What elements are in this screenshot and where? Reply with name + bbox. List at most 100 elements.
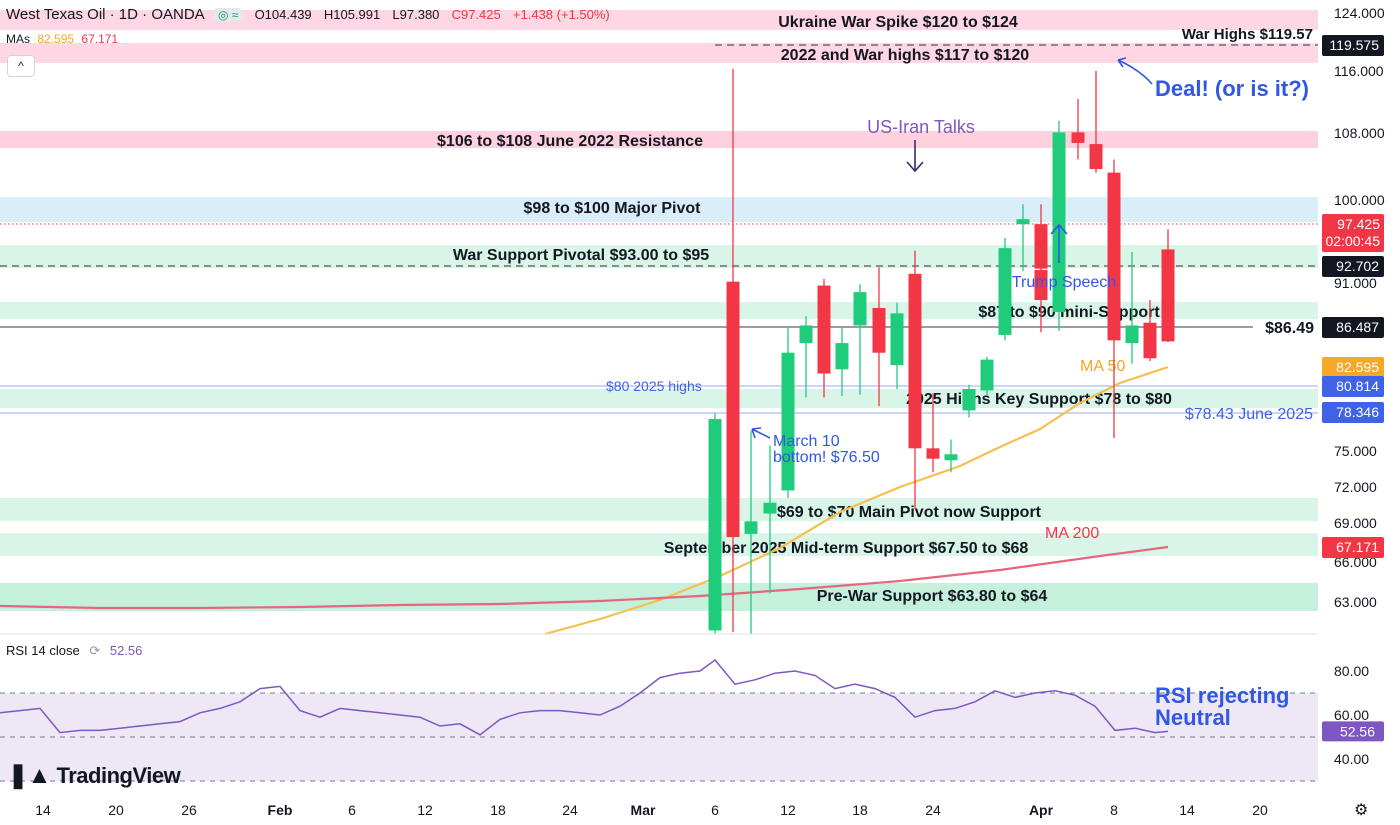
candle-body: [1052, 132, 1066, 313]
candle: [744, 430, 758, 634]
candle: [708, 413, 722, 634]
date-tick: 6: [711, 802, 719, 818]
tradingview-logo[interactable]: ❚▲ TradingView: [8, 761, 181, 790]
price-badge-text: 86.487: [1336, 319, 1379, 335]
price-badge: [1322, 35, 1384, 56]
zone-label: Ukraine War Spike $120 to $124: [778, 14, 1018, 31]
price-badge: [1322, 402, 1384, 423]
candle: [1143, 300, 1157, 361]
ma-legend[interactable]: MAs 82.595 67.171: [6, 32, 118, 46]
date-tick: Mar: [631, 802, 656, 818]
date-tick: 24: [925, 802, 941, 818]
ma200-line: [0, 545, 1169, 610]
date-tick: 14: [1179, 802, 1195, 818]
date-tick: 26: [181, 802, 197, 818]
price-badge: [1322, 214, 1384, 252]
candle-body: [726, 281, 740, 538]
ma50-value: 82.595: [37, 32, 75, 46]
symbol-title[interactable]: West Texas Oil · 1D · OANDA: [6, 6, 204, 23]
arrow-icon: [1117, 57, 1153, 85]
ohlc-close: C97.425: [451, 7, 501, 22]
annotation-rsi-rejecting: RSI rejecting: [1155, 683, 1289, 708]
price-badge: [1322, 317, 1384, 338]
candle: [763, 445, 777, 594]
symbol-header: West Texas Oil · 1D · OANDA ◎ ≈ O104.439…: [6, 6, 610, 23]
annotation-deal: Deal! (or is it?): [1155, 76, 1309, 101]
price-badge-text: 92.702: [1336, 258, 1379, 274]
candle: [944, 439, 958, 473]
candle: [908, 250, 922, 509]
level-label-78: $78.43 June 2025: [1185, 406, 1313, 423]
candle-body: [890, 313, 904, 366]
level-label-80: $80 2025 highs: [606, 378, 702, 394]
chevron-up-icon[interactable]: ^: [7, 55, 35, 77]
date-tick: 24: [562, 802, 578, 818]
candle-body: [853, 292, 867, 326]
visibility-chip[interactable]: ◎ ≈: [214, 8, 243, 22]
price-tick: 63.000: [1334, 594, 1377, 610]
ohlc-open: O104.439: [254, 7, 312, 22]
level-label-86: $86.49: [1265, 320, 1314, 337]
candle: [926, 393, 940, 473]
support-resistance-zone: [0, 498, 1318, 521]
price-tick: 124.000: [1334, 5, 1385, 21]
price-badge-text: 97.425: [1337, 216, 1380, 232]
ma200-value: 67.171: [81, 32, 119, 46]
date-tick: Feb: [268, 802, 293, 818]
zone-label: Pre-War Support $63.80 to $64: [817, 588, 1048, 605]
candle-body: [1143, 322, 1157, 359]
annotation-us-iran: US-Iran Talks: [867, 117, 975, 137]
candle-body: [1089, 144, 1103, 170]
price-tick: 116.000: [1334, 63, 1384, 79]
candle: [872, 267, 886, 407]
rsi-tick: 40.00: [1334, 751, 1369, 767]
zone-label: $106 to $108 June 2022 Resistance: [437, 133, 703, 150]
candle-body: [926, 448, 940, 459]
rsi-tick: 60.00: [1334, 707, 1369, 723]
tradingview-mark-icon: ❚▲: [8, 762, 51, 789]
support-resistance-zone: [0, 533, 1318, 556]
candle-body: [817, 285, 831, 374]
candle: [1107, 159, 1121, 439]
date-tick: Apr: [1029, 802, 1054, 818]
candle-body: [944, 454, 958, 461]
candle-body: [962, 389, 976, 411]
candle-body: [1034, 224, 1048, 269]
candle-body: [708, 419, 722, 631]
price-tick: 91.000: [1334, 275, 1377, 291]
price-badge: [1322, 357, 1384, 378]
arrow-icon: [751, 427, 771, 439]
date-tick: 20: [1252, 802, 1268, 818]
date-tick: 20: [108, 802, 124, 818]
ohlc-high: H105.991: [323, 7, 381, 22]
candle: [1089, 70, 1103, 173]
support-resistance-zone: [0, 245, 1318, 268]
candle-body: [1034, 269, 1048, 301]
rsi-legend[interactable]: RSI 14 close ⟳ 52.56: [6, 643, 142, 659]
zone-label: 2025 Highs Key Support $78 to $80: [906, 391, 1172, 408]
ohlc-change: +1.438 (+1.50%): [512, 7, 610, 22]
price-badge-text: 119.575: [1329, 37, 1379, 53]
candle-body: [1161, 249, 1175, 342]
annotation-rsi-neutral: Neutral: [1155, 705, 1231, 730]
refresh-icon: ⟳: [89, 643, 101, 658]
date-tick: 8: [1110, 802, 1118, 818]
candle: [1161, 229, 1175, 343]
support-resistance-zone: [0, 302, 1318, 319]
rsi-value-text: 52.56: [1340, 723, 1375, 739]
candle: [1016, 204, 1030, 272]
zone-label: 2022 and War highs $117 to $120: [781, 47, 1030, 64]
annotation-bottom: bottom! $76.50: [773, 449, 880, 466]
countdown-text: 02:00:45: [1326, 233, 1381, 249]
ma50-line: [544, 365, 1169, 636]
support-resistance-zone: [0, 10, 1318, 30]
candle: [1034, 250, 1048, 333]
candle: [853, 284, 867, 395]
gear-icon[interactable]: ⚙: [1354, 802, 1369, 819]
date-tick: 12: [780, 802, 796, 818]
rsi-tick: 80.00: [1334, 663, 1369, 679]
support-resistance-zone: [0, 389, 1318, 408]
price-badge-text: 78.346: [1336, 404, 1379, 420]
price-badge-text: 82.595: [1336, 359, 1379, 375]
